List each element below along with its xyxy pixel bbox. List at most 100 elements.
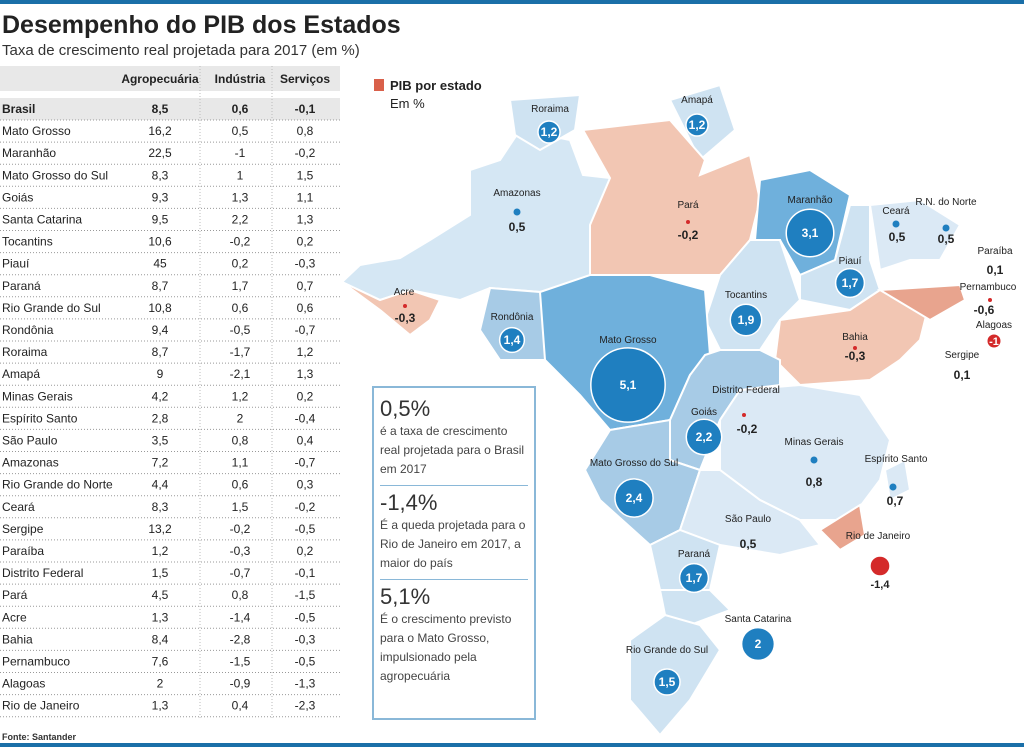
column-header: Indústria [215, 72, 266, 86]
state-bubble [785, 208, 835, 258]
state-value: -0,2 [737, 422, 758, 436]
table-cell: 0,2 [297, 544, 314, 558]
row-label: Paraná [2, 279, 41, 293]
source: Fonte: Santander [2, 732, 77, 742]
state-value: 0,8 [806, 475, 823, 489]
table-cell: 8,3 [152, 168, 169, 182]
table-cell: -1,5 [295, 588, 316, 602]
table-cell: 1,2 [297, 345, 314, 359]
state-dot [403, 304, 407, 308]
table-cell: 0,6 [232, 478, 249, 492]
state-name: Mato Grosso [599, 335, 657, 346]
table-cell: 4,2 [152, 389, 169, 403]
state-dot [686, 220, 690, 224]
row-label: Rio Grande do Norte [2, 478, 113, 492]
state-name: Bahia [842, 332, 868, 343]
state-value: 0,7 [887, 494, 904, 508]
row-label: Piauí [2, 257, 30, 271]
table-cell: 0,8 [232, 588, 249, 602]
state-value: -0,3 [395, 311, 416, 325]
table-cell: -0,2 [230, 522, 251, 536]
state-bubble [685, 113, 709, 137]
state-bubble [590, 347, 666, 423]
row-label: Amapá [2, 367, 40, 381]
callout-headline: 5,1% [380, 584, 431, 609]
state-value: -0,6 [974, 303, 995, 317]
table-cell: -0,5 [295, 655, 316, 669]
row-label: Goiás [2, 190, 33, 204]
state-name: Amazonas [493, 188, 540, 199]
row-label: Pernambuco [2, 655, 70, 669]
table-cell: 8,7 [152, 345, 169, 359]
state-dot [889, 483, 897, 491]
state-bubble [729, 303, 763, 337]
state-name: R.N. do Norte [915, 197, 977, 208]
state-value: 1,9 [738, 313, 755, 327]
table-cell: 9,5 [152, 213, 169, 227]
state-dot [742, 413, 746, 417]
row-label: Bahia [2, 632, 33, 646]
table-cell: 8,5 [152, 102, 169, 116]
table-cell: 2,2 [232, 213, 249, 227]
top-bar [0, 0, 1024, 4]
callout-text: é a taxa de crescimento real projetada p… [380, 422, 528, 486]
table-cell: -1,3 [295, 677, 316, 691]
state-dot [513, 208, 521, 216]
row-label: Maranhão [2, 146, 56, 160]
row-label: Tocantins [2, 235, 53, 249]
table-cell: 1 [237, 168, 244, 182]
state-value: 0,1 [954, 368, 971, 382]
table-cell: 1,2 [152, 544, 169, 558]
state-bubble [678, 562, 710, 594]
table-cell: -0,3 [295, 632, 316, 646]
table-cell: -0,3 [230, 544, 251, 558]
table-cell: 8,3 [152, 500, 169, 514]
state-name: Rondônia [491, 312, 534, 323]
state-value: 3,1 [802, 226, 819, 240]
table-cell: 9,4 [152, 323, 169, 337]
table-cell: 1,3 [232, 190, 249, 204]
table-cell: 1,3 [297, 367, 314, 381]
table-cell: 1,7 [232, 279, 249, 293]
callout-headline: -1,4% [380, 490, 438, 515]
table-cell: 0,6 [232, 301, 249, 315]
row-label: Mato Grosso [2, 124, 71, 138]
state-name: Espírito Santo [865, 454, 928, 465]
legend-unit: Em % [390, 96, 425, 111]
table-cell: -0,9 [230, 677, 251, 691]
callout-text: É a queda projetada para o Rio de Janeir… [380, 516, 528, 580]
table-cell: 1,3 [152, 610, 169, 624]
table-cell: 0,2 [297, 389, 314, 403]
state-dot [942, 224, 950, 232]
state-value: 1,4 [504, 333, 521, 347]
state-name: Acre [394, 287, 415, 298]
table-cell: 0,3 [297, 478, 314, 492]
table-cell: 4,5 [152, 588, 169, 602]
table-cell: 0,8 [297, 124, 314, 138]
state-name: Sergipe [945, 350, 980, 361]
state-name: Rio Grande do Sul [626, 645, 708, 656]
table-cell: 7,6 [152, 655, 169, 669]
table-cell: 0,7 [297, 279, 314, 293]
subtitle: Taxa de crescimento real projetada para … [2, 42, 360, 59]
table-cell: -0,3 [295, 257, 316, 271]
state-value: 2 [755, 637, 762, 651]
row-label: Acre [2, 610, 27, 624]
state-name: São Paulo [725, 514, 772, 525]
table-cell: 13,2 [148, 522, 172, 536]
table-cell: -1,4 [230, 610, 251, 624]
table-cell: -0,5 [295, 610, 316, 624]
row-label: Espírito Santo [2, 411, 78, 425]
state-bubble [653, 668, 681, 696]
row-label: Mato Grosso do Sul [2, 168, 108, 182]
state-value: 0,5 [938, 232, 955, 246]
state-name: Santa Catarina [725, 614, 792, 625]
state-value: 1,2 [689, 118, 706, 132]
state-name: Tocantins [725, 290, 767, 301]
table-cell: -2,1 [230, 367, 251, 381]
state-value: -1 [989, 336, 999, 348]
table-cell: 4,4 [152, 478, 169, 492]
state-value: 0,1 [987, 263, 1004, 277]
state-name: Mato Grosso do Sul [590, 458, 678, 469]
